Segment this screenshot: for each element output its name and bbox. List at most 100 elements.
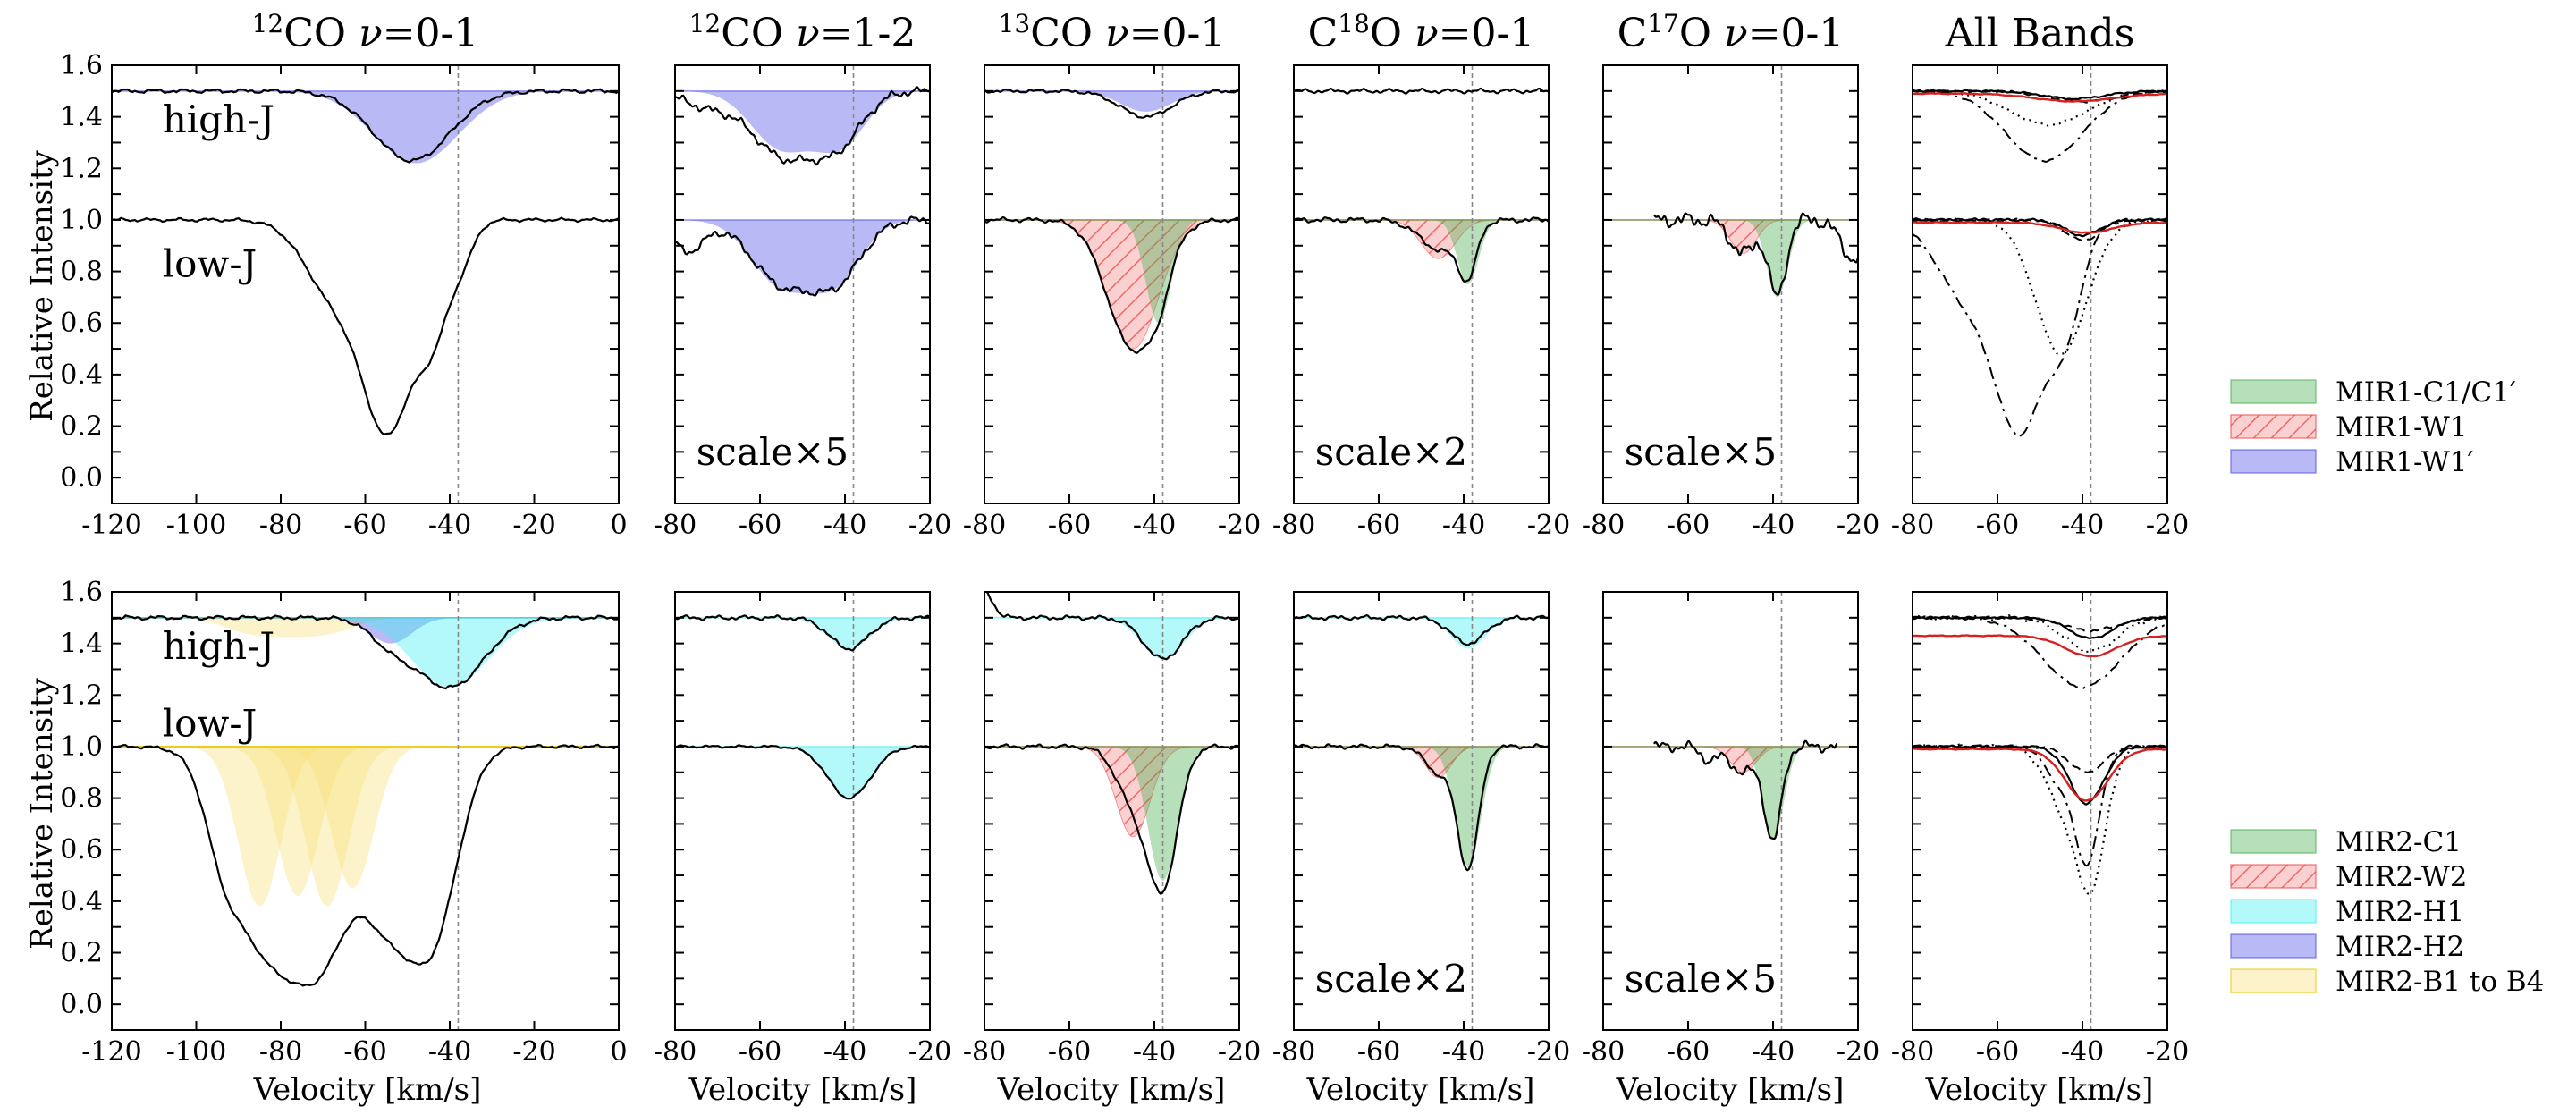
legend-swatch-green <box>2230 829 2317 854</box>
xtick-label: -60 <box>1976 510 2019 541</box>
xtick-label: -120 <box>81 1036 141 1068</box>
xtick-label: 0 <box>610 1036 627 1068</box>
plot-area <box>112 65 619 503</box>
fill-red-1 <box>1294 746 1549 778</box>
fill-yellow-0 <box>112 617 619 638</box>
series-solid-0 <box>984 88 1239 119</box>
series-red-4 <box>1913 634 2167 658</box>
ytick-label: 0.0 <box>60 989 103 1020</box>
series-solid-1 <box>1294 216 1549 283</box>
xtick-label: -40 <box>1752 510 1795 541</box>
xtick-label: -80 <box>259 1036 302 1068</box>
fill-red-0 <box>1294 219 1549 259</box>
xtick-label: -80 <box>654 1036 697 1068</box>
legend-swatch-green <box>2230 379 2317 404</box>
ylabel-bottom: Relative Intensity <box>24 677 60 950</box>
series-dashdot-2 <box>1913 89 2167 163</box>
panel-r0-c2: -80 -60 -40 -20 13CO ν=0-1 <box>963 9 1261 542</box>
panel-annotation: scale×2 <box>1315 430 1467 474</box>
xtick-label: -40 <box>2061 510 2104 541</box>
series-solid-1 <box>112 743 619 987</box>
panel-annotation: scale×2 <box>1315 957 1467 1001</box>
panel-r1-c5: -80 -60 -40 -20 <box>1891 591 2189 1068</box>
series-dashdot-7 <box>1913 217 2167 438</box>
xlabel-col3: Velocity [km/s] <box>1306 1072 1535 1108</box>
xtick-label: -20 <box>2146 510 2189 541</box>
panel-annotation: low-J <box>163 701 258 745</box>
fill-green-1 <box>1294 219 1549 284</box>
axes-frame <box>674 64 931 504</box>
xtick-label: -80 <box>1891 510 1934 541</box>
title-part: 12 <box>252 9 284 38</box>
axes-frame <box>674 591 931 1031</box>
legend-label: MIR1-W1′ <box>2335 446 2473 478</box>
ytick-label: 1.6 <box>60 577 103 608</box>
title-part: ν <box>796 11 820 56</box>
series-solid-0 <box>1294 614 1549 646</box>
legend-swatch-red <box>2230 864 2317 889</box>
panel-r0-c5: -80 -60 -40 -20 All Bands <box>1891 11 2189 541</box>
panel-r0-c4: -80 -60 -40 -20 C17O ν=0-1 scale×5 <box>1582 9 1879 542</box>
fill-blue-1 <box>112 617 619 644</box>
xtick-label: -60 <box>1667 510 1710 541</box>
title-part: =1-2 <box>820 11 916 56</box>
xtick-label: -20 <box>1837 510 1879 541</box>
xtick-label: -40 <box>428 510 471 541</box>
series-solid-0 <box>1653 212 1858 296</box>
xtick-label: -80 <box>654 510 697 541</box>
fill-yellow-3 <box>112 746 619 907</box>
xtick-label: -60 <box>1667 1036 1710 1068</box>
series-solid-1 <box>1294 743 1549 872</box>
xtick-label: -20 <box>2146 1036 2189 1068</box>
xtick-label: -20 <box>512 1036 555 1068</box>
xtick-label: -20 <box>1218 1036 1261 1068</box>
panel-r0-c3: -80 -60 -40 -20 C18O ν=0-1 scale×2 <box>1272 9 1570 542</box>
xlabel-col2: Velocity [km/s] <box>997 1072 1226 1108</box>
plot-area <box>675 65 930 503</box>
axes-frame <box>1293 64 1550 504</box>
fill-cyan-1 <box>675 746 930 798</box>
title-part: 18 <box>1338 9 1370 38</box>
fill-yellow-6 <box>112 746 619 889</box>
panel-annotation: low-J <box>163 241 258 285</box>
series-solid-1 <box>675 215 930 297</box>
axes-frame <box>1602 64 1859 504</box>
fill-blue-0 <box>675 90 930 154</box>
xlabel-col0: Velocity [km/s] <box>253 1072 482 1108</box>
series-solid-1 <box>675 744 930 800</box>
axes-frame <box>984 591 1240 1031</box>
title-part: C <box>1617 11 1648 56</box>
xtick-label: -40 <box>1442 510 1485 541</box>
xlabel-col4: Velocity [km/s] <box>1616 1072 1845 1108</box>
xtick-label: -60 <box>343 1036 386 1068</box>
xtick-label: -60 <box>343 510 386 541</box>
panel-annotation: high-J <box>163 97 274 141</box>
xtick-label: -20 <box>1218 510 1261 541</box>
series-solid-0 <box>675 614 930 652</box>
fill-red-0 <box>1603 219 1858 254</box>
legend-label: MIR1-W1 <box>2335 411 2467 443</box>
fill-green-2 <box>1294 746 1549 868</box>
ytick-label: 0.2 <box>60 938 103 969</box>
title-part: CO <box>283 11 359 56</box>
fill-cyan-0 <box>1294 617 1549 649</box>
fill-cyan-0 <box>984 617 1239 659</box>
series-solid-8 <box>1913 744 2167 806</box>
legend-label: MIR2-H2 <box>2335 931 2464 963</box>
legend-swatch-blue <box>2230 449 2317 474</box>
ytick-label: 1.6 <box>60 50 103 81</box>
xtick-label: -40 <box>1133 1036 1176 1068</box>
xtick-label: 0 <box>610 510 627 541</box>
fill-green-2 <box>984 219 1239 324</box>
legend-swatch-blue <box>2230 933 2317 959</box>
xtick-label: -80 <box>963 1036 1006 1068</box>
xtick-label: -40 <box>1752 1036 1795 1068</box>
series-solid-0 <box>984 592 1239 661</box>
series-dashdot-7 <box>1975 744 2167 867</box>
series-solid-0 <box>1653 739 1838 840</box>
xtick-label: -20 <box>908 510 951 541</box>
xtick-label: -60 <box>1048 510 1091 541</box>
xtick-label: -60 <box>1357 510 1400 541</box>
xtick-label: -100 <box>166 1036 226 1068</box>
